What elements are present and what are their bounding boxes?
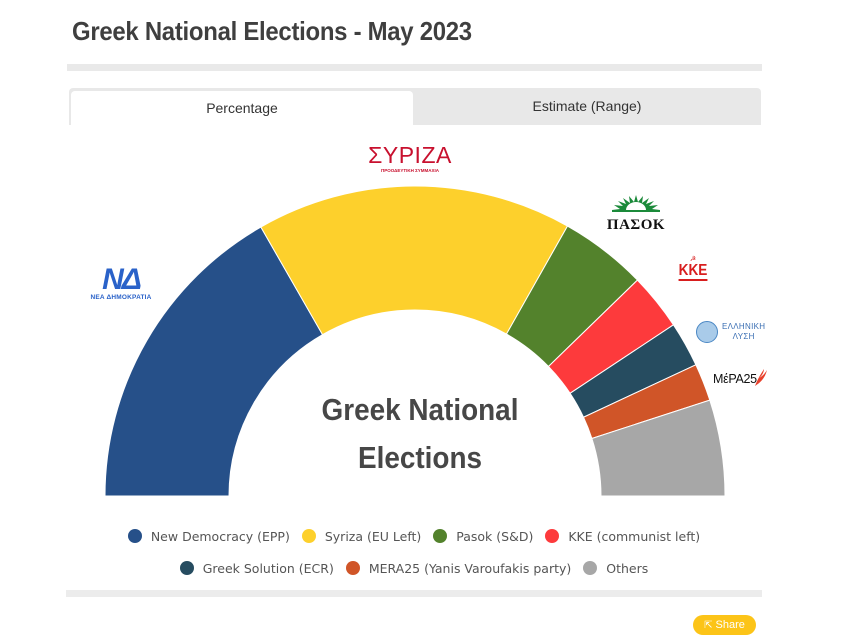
- legend-item-syriza[interactable]: Syriza (EU Left): [301, 529, 422, 544]
- legend-item-greek-solution[interactable]: Greek Solution (ECR): [179, 561, 334, 576]
- nd-logo-mark: ΝΔ: [102, 263, 142, 296]
- kke-logo-mark: ΚΚΕ: [678, 262, 708, 281]
- pasok-logo: ΠΑΣΟΚ: [606, 193, 666, 233]
- legend-item-new-democracy[interactable]: New Democracy (EPP): [127, 529, 290, 544]
- legend-dot-icon: [127, 529, 142, 543]
- kke-logo: ☭ ΚΚΕ: [676, 256, 710, 281]
- legend-item-mera25[interactable]: MERA25 (Yanis Varoufakis party): [345, 561, 572, 576]
- legend-label: New Democracy (EPP): [150, 529, 290, 544]
- mera25-logo: ΜέΡΑ25: [713, 369, 769, 388]
- legend-label: Others: [606, 561, 649, 576]
- share-button[interactable]: ⇱ Share: [693, 615, 756, 635]
- legend-dot-icon: [301, 529, 316, 543]
- greek-solution-logo: ΕΛΛΗΝΙΚΗ ΛΥΣΗ: [696, 321, 766, 345]
- legend-dot-icon: [545, 529, 560, 543]
- share-label: Share: [715, 619, 745, 631]
- syriza-logo-mark: ΣΥΡΙΖΑ: [368, 142, 452, 168]
- chart-segments: [104, 185, 726, 497]
- page-title: Greek National Elections - May 2023: [72, 16, 472, 46]
- tab-bar: Percentage Estimate (Range): [69, 88, 761, 125]
- greek-solution-logo-text: ΕΛΛΗΝΙΚΗ ΛΥΣΗ: [722, 322, 765, 342]
- legend-item-others[interactable]: Others: [583, 561, 648, 576]
- swallow-icon: [755, 369, 767, 386]
- center-label-line2: Elections: [357, 440, 483, 475]
- tab-estimate-range[interactable]: Estimate (Range): [532, 98, 642, 114]
- bottom-divider: [66, 590, 762, 597]
- share-icon: ⇱: [704, 620, 713, 631]
- chart-center-label: Greek National Elections: [281, 386, 560, 482]
- new-democracy-logo: ΝΔ ΝΕΑ ΔΗΜΟΚΡΑΤΙΑ: [90, 263, 152, 302]
- legend-label: Greek Solution (ECR): [202, 561, 334, 576]
- legend-dot-icon: [583, 561, 598, 575]
- legend-dot-icon: [179, 561, 194, 575]
- chart-segment-syriza-eu-left[interactable]: [260, 185, 569, 336]
- pasok-logo-mark: ΠΑΣΟΚ: [606, 217, 666, 233]
- syriza-logo: ΣΥΡΙΖΑ ΠΡΟΟΔΕΥΤΙΚΗ ΣΥΜΜΑΧΙΑ: [368, 142, 452, 173]
- chart-segment-new-democracy-epp[interactable]: [104, 226, 324, 497]
- legend-label: Pasok (S&D): [456, 529, 534, 544]
- mera25-logo-mark: ΜέΡΑ25: [713, 372, 757, 386]
- chart-segment-others[interactable]: [591, 399, 726, 497]
- greek-solution-line1: ΕΛΛΗΝΙΚΗ: [722, 322, 766, 331]
- greek-solution-line2: ΛΥΣΗ: [732, 332, 755, 341]
- legend-dot-icon: [345, 561, 360, 575]
- legend-label: KKE (communist left): [568, 529, 701, 544]
- hammer-sickle-icon: ☭: [689, 256, 697, 263]
- center-label-line1: Greek National: [321, 392, 519, 427]
- legend-item-pasok[interactable]: Pasok (S&D): [433, 529, 533, 544]
- legend-row-2: Greek Solution (ECR) MERA25 (Yanis Varou…: [66, 561, 762, 576]
- legend-label: Syriza (EU Left): [324, 529, 422, 544]
- nd-logo-caption: ΝΕΑ ΔΗΜΟΚΡΑΤΙΑ: [90, 294, 152, 301]
- legend-dot-icon: [433, 529, 448, 543]
- top-divider: [67, 64, 762, 71]
- pasok-sun-icon: [612, 195, 660, 212]
- syriza-logo-caption: ΠΡΟΟΔΕΥΤΙΚΗ ΣΥΜΜΑΧΙΑ: [380, 168, 440, 173]
- tab-percentage[interactable]: Percentage: [71, 91, 413, 125]
- compass-icon: [696, 321, 718, 343]
- legend-label: MERA25 (Yanis Varoufakis party): [368, 561, 572, 576]
- legend-row-1: New Democracy (EPP) Syriza (EU Left) Pas…: [66, 529, 762, 544]
- legend-item-kke[interactable]: KKE (communist left): [545, 529, 700, 544]
